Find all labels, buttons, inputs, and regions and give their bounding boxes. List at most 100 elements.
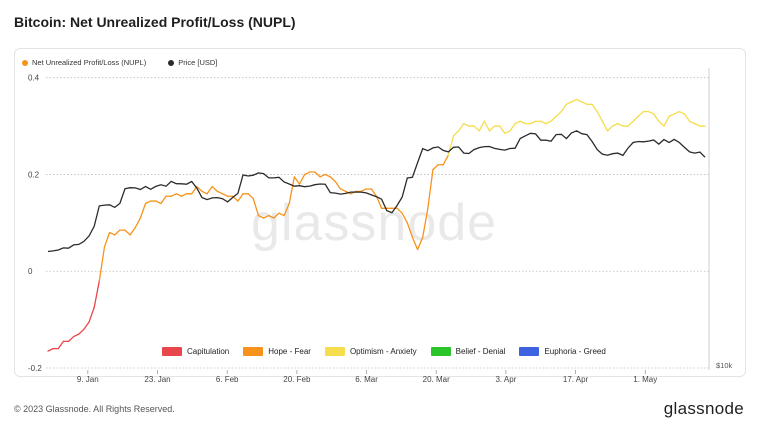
series-nupl-line (47, 98, 706, 352)
nupl-segment (88, 306, 95, 323)
series-price-line (47, 130, 706, 253)
zone-label-capitulation: Capitulation (187, 347, 230, 356)
nupl-segment (478, 120, 485, 132)
legend-dot-nupl (22, 59, 28, 66)
nupl-segment (601, 120, 609, 132)
zone-item-euphoria-greed[interactable]: Euphoria - Greed (519, 347, 606, 356)
zone-label-euphoria-greed: Euphoria - Greed (544, 347, 606, 356)
nupl-segment (581, 101, 588, 105)
nupl-segment (339, 188, 347, 193)
nupl-segment (155, 200, 162, 205)
nupl-segment (78, 328, 85, 335)
nupl-segment (144, 200, 152, 205)
nupl-segment (175, 193, 183, 197)
nupl-segment (211, 185, 219, 193)
nupl-segment (247, 193, 254, 200)
nupl-segment (683, 113, 691, 122)
nupl-segment (545, 120, 552, 125)
chart-legend: Net Unrealized Profit/Loss (NUPL) Price … (22, 58, 217, 67)
nupl-segment (93, 280, 100, 309)
nupl-segment (627, 120, 634, 127)
nupl-segment (432, 164, 439, 171)
legend-label-price: Price [USD] (178, 58, 218, 67)
y-tick-label: 0 (28, 267, 33, 276)
nupl-segment (114, 229, 121, 236)
legend-item-nupl[interactable]: Net Unrealized Profit/Loss (NUPL) (22, 58, 146, 67)
nupl-segment (221, 193, 229, 197)
nupl-segment (519, 120, 527, 125)
zone-item-belief-denial[interactable]: Belief - Denial (430, 347, 506, 356)
nupl-segment (334, 181, 342, 190)
nupl-segment (514, 120, 521, 125)
nupl-segment (370, 188, 378, 197)
nupl-segment (663, 115, 670, 127)
y-axis-ticks: -0.2 0 0.2 0.4 (28, 74, 42, 373)
nupl-segment (673, 110, 680, 115)
zone-item-hope-fear[interactable]: Hope - Fear (243, 347, 311, 356)
nupl-segment (268, 214, 275, 219)
nupl-segment (293, 176, 301, 185)
nupl-segment (303, 171, 311, 176)
nupl-segment (314, 171, 321, 178)
nupl-segment (103, 231, 111, 248)
nupl-segment (473, 125, 480, 132)
zone-label-belief-denial: Belief - Denial (455, 347, 506, 356)
zone-label-optimism-anxiety: Optimism - Anxiety (349, 347, 417, 356)
zone-item-capitulation[interactable]: Capitulation (162, 347, 229, 356)
y-tick-label: -0.2 (28, 364, 42, 373)
nupl-segment (560, 103, 568, 113)
nupl-segment (591, 103, 598, 113)
nupl-segment (124, 229, 131, 236)
nupl-segment (653, 113, 660, 122)
page-title: Bitcoin: Net Unrealized Profit/Loss (NUP… (14, 14, 296, 30)
nupl-segment (504, 130, 511, 134)
nupl-segment (529, 120, 537, 125)
nupl-segment (67, 335, 75, 343)
nupl-segment (632, 115, 639, 122)
nupl-segment (273, 212, 280, 219)
nupl-segment (427, 168, 434, 209)
x-tick-label: 6. Feb (216, 375, 239, 384)
grid-lines (46, 77, 709, 369)
nupl-segment (499, 125, 506, 134)
nupl-segment (694, 122, 701, 127)
nupl-segment (416, 236, 424, 251)
zone-swatch-capitulation (162, 347, 182, 356)
nupl-segment (596, 110, 603, 122)
legend-label-nupl: Net Unrealized Profit/Loss (NUPL) (32, 58, 147, 67)
right-axis-label: $10k (716, 361, 733, 370)
nupl-segment (47, 347, 54, 352)
legend-dot-price (168, 59, 175, 66)
nupl-segment (606, 125, 614, 132)
nupl-segment (298, 173, 306, 185)
nupl-segment (319, 173, 326, 178)
x-tick-label: 1. May (633, 375, 657, 384)
legend-item-price[interactable]: Price [USD] (168, 58, 217, 67)
nupl-segment (668, 113, 675, 118)
copyright-text: © 2023 Glassnode. All Rights Reserved. (14, 404, 175, 414)
nupl-segment (170, 193, 177, 197)
zone-item-optimism-anxiety[interactable]: Optimism - Anxiety (324, 347, 417, 356)
nupl-segment (406, 222, 414, 239)
nupl-segment (442, 154, 450, 166)
nupl-segment (98, 246, 106, 282)
x-tick-label: 3. Apr (495, 375, 516, 384)
nupl-segment (278, 212, 285, 217)
nupl-segment (570, 98, 578, 103)
nupl-segment (509, 122, 516, 132)
y-tick-label: 0.2 (28, 170, 40, 179)
nupl-segment (134, 217, 142, 229)
x-tick-label: 6. Mar (355, 375, 378, 384)
nupl-segment (422, 207, 429, 239)
chart-panel (14, 48, 746, 377)
nupl-segment (206, 185, 213, 195)
zone-swatch-belief-denial (430, 347, 451, 356)
nupl-segment (216, 190, 224, 195)
watermark: glassnode (251, 194, 498, 252)
nupl-segment (576, 98, 583, 103)
nupl-segment (324, 173, 331, 178)
nupl-segment (617, 122, 624, 127)
nupl-segment (262, 214, 270, 219)
brand-logo: glassnode (663, 399, 744, 418)
